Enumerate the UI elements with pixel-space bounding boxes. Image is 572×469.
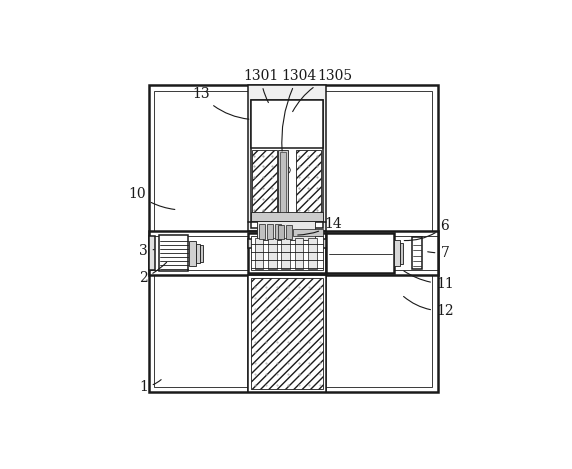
Bar — [257, 221, 315, 241]
Bar — [251, 99, 323, 228]
Bar — [154, 91, 432, 387]
Text: 1: 1 — [139, 379, 161, 393]
Bar — [252, 150, 277, 213]
Bar — [400, 242, 403, 265]
Bar — [251, 278, 323, 389]
Bar — [251, 99, 323, 148]
Bar — [296, 150, 320, 213]
Bar — [267, 224, 273, 239]
Text: 1304: 1304 — [281, 69, 316, 151]
Bar — [394, 240, 400, 266]
Bar — [255, 238, 263, 269]
Bar — [295, 238, 303, 269]
Bar — [278, 225, 284, 239]
Text: 13: 13 — [192, 87, 249, 119]
Bar — [251, 212, 323, 221]
Bar — [149, 231, 438, 275]
Bar — [286, 225, 292, 239]
Bar — [248, 233, 325, 273]
Bar — [308, 238, 317, 269]
Bar — [268, 238, 276, 269]
Text: 2: 2 — [139, 262, 166, 285]
Bar — [275, 224, 280, 239]
Text: 7: 7 — [428, 246, 449, 260]
Bar — [281, 238, 290, 269]
Bar — [196, 244, 200, 263]
Bar — [189, 241, 196, 266]
Text: 11: 11 — [404, 271, 454, 291]
Bar — [325, 233, 394, 273]
Bar — [149, 85, 438, 392]
Text: 1305: 1305 — [293, 69, 352, 112]
Text: 12: 12 — [404, 296, 454, 318]
Bar — [200, 245, 203, 262]
Text: 10: 10 — [128, 187, 175, 210]
Bar — [251, 236, 323, 271]
Bar — [159, 235, 188, 271]
Bar — [248, 275, 325, 392]
Bar — [293, 228, 323, 236]
Bar — [259, 224, 265, 239]
Bar — [248, 239, 325, 249]
Bar — [280, 152, 287, 212]
Text: 3: 3 — [139, 244, 154, 258]
Bar — [278, 150, 288, 213]
Text: 14: 14 — [298, 217, 341, 235]
Text: 1301: 1301 — [243, 69, 278, 103]
Text: 6: 6 — [404, 219, 449, 241]
Bar — [149, 236, 155, 270]
Bar — [412, 237, 422, 269]
Bar — [248, 85, 325, 392]
